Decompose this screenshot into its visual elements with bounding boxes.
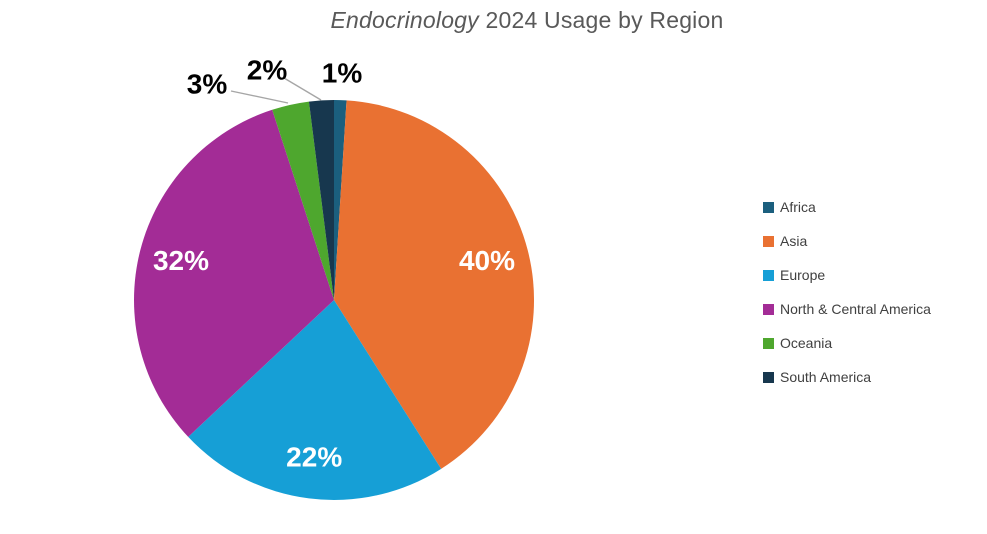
leader-line-south-america xyxy=(283,77,322,101)
legend-label-europe: Europe xyxy=(780,267,826,283)
leader-line-oceania xyxy=(230,90,289,104)
legend-swatch-south-america xyxy=(763,371,774,383)
chart-title: Endocrinology 2024 Usage by Region xyxy=(331,7,724,34)
data-label-europe: 22% xyxy=(286,441,342,472)
legend-swatch-africa xyxy=(763,201,774,213)
legend: Africa Asia Europe North & Central Ameri… xyxy=(763,199,931,385)
pie-slice-south-america xyxy=(308,100,334,300)
legend-item-asia: Asia xyxy=(763,233,931,249)
legend-label-asia: Asia xyxy=(780,233,808,249)
legend-label-north-central-america: North & Central America xyxy=(780,301,931,317)
chart-title-rest: 2024 Usage by Region xyxy=(478,7,724,33)
legend-item-south-america: South America xyxy=(763,369,931,385)
data-label-asia: 40% xyxy=(459,245,515,276)
legend-label-africa: Africa xyxy=(780,199,816,215)
pie-slice-asia xyxy=(334,100,535,469)
legend-item-north-central-america: North & Central America xyxy=(763,301,931,317)
data-label-south-america: 2% xyxy=(247,55,288,86)
legend-label-oceania: Oceania xyxy=(780,335,833,351)
pie-slice-north-central-america xyxy=(134,109,334,437)
data-label-africa: 1% xyxy=(322,58,363,89)
legend-swatch-europe xyxy=(763,269,774,281)
data-label-oceania: 3% xyxy=(187,69,228,100)
chart-title-italic: Endocrinology xyxy=(330,7,479,33)
legend-swatch-north-central-america xyxy=(763,303,774,315)
legend-item-europe: Europe xyxy=(763,267,931,283)
legend-label-south-america: South America xyxy=(780,369,872,385)
pie-slice-oceania xyxy=(272,101,334,300)
legend-item-oceania: Oceania xyxy=(763,335,931,351)
pie-slice-europe xyxy=(188,300,442,501)
data-label-north-central-america: 32% xyxy=(153,245,209,276)
legend-item-africa: Africa xyxy=(763,199,931,215)
legend-swatch-asia xyxy=(763,235,774,247)
legend-swatch-oceania xyxy=(763,337,774,349)
pie-slice-africa xyxy=(334,99,347,300)
